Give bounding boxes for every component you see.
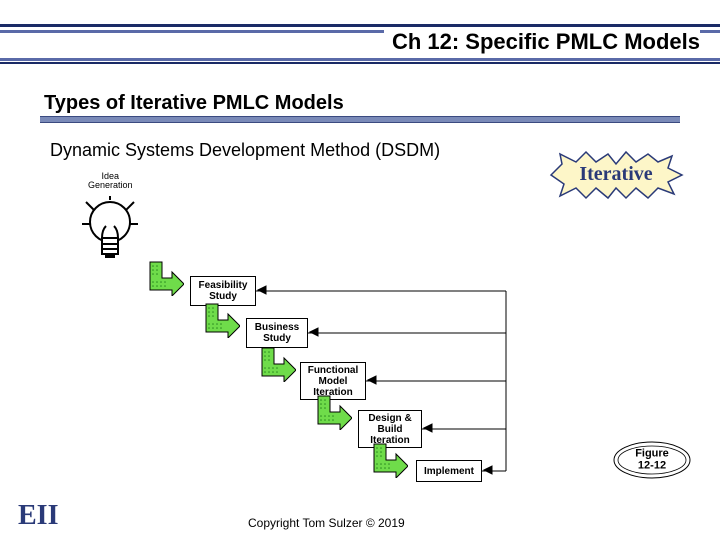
copyright-text: Copyright Tom Sulzer © 2019 xyxy=(248,516,405,530)
eii-logo: EII xyxy=(18,500,58,532)
figure-badge-line1: Figure xyxy=(635,447,669,459)
figure-badge: Figure 12-12 xyxy=(612,440,692,480)
figure-badge-line2: 12-12 xyxy=(638,459,666,471)
chapter-title: Ch 12: Specific PMLC Models xyxy=(384,29,700,55)
